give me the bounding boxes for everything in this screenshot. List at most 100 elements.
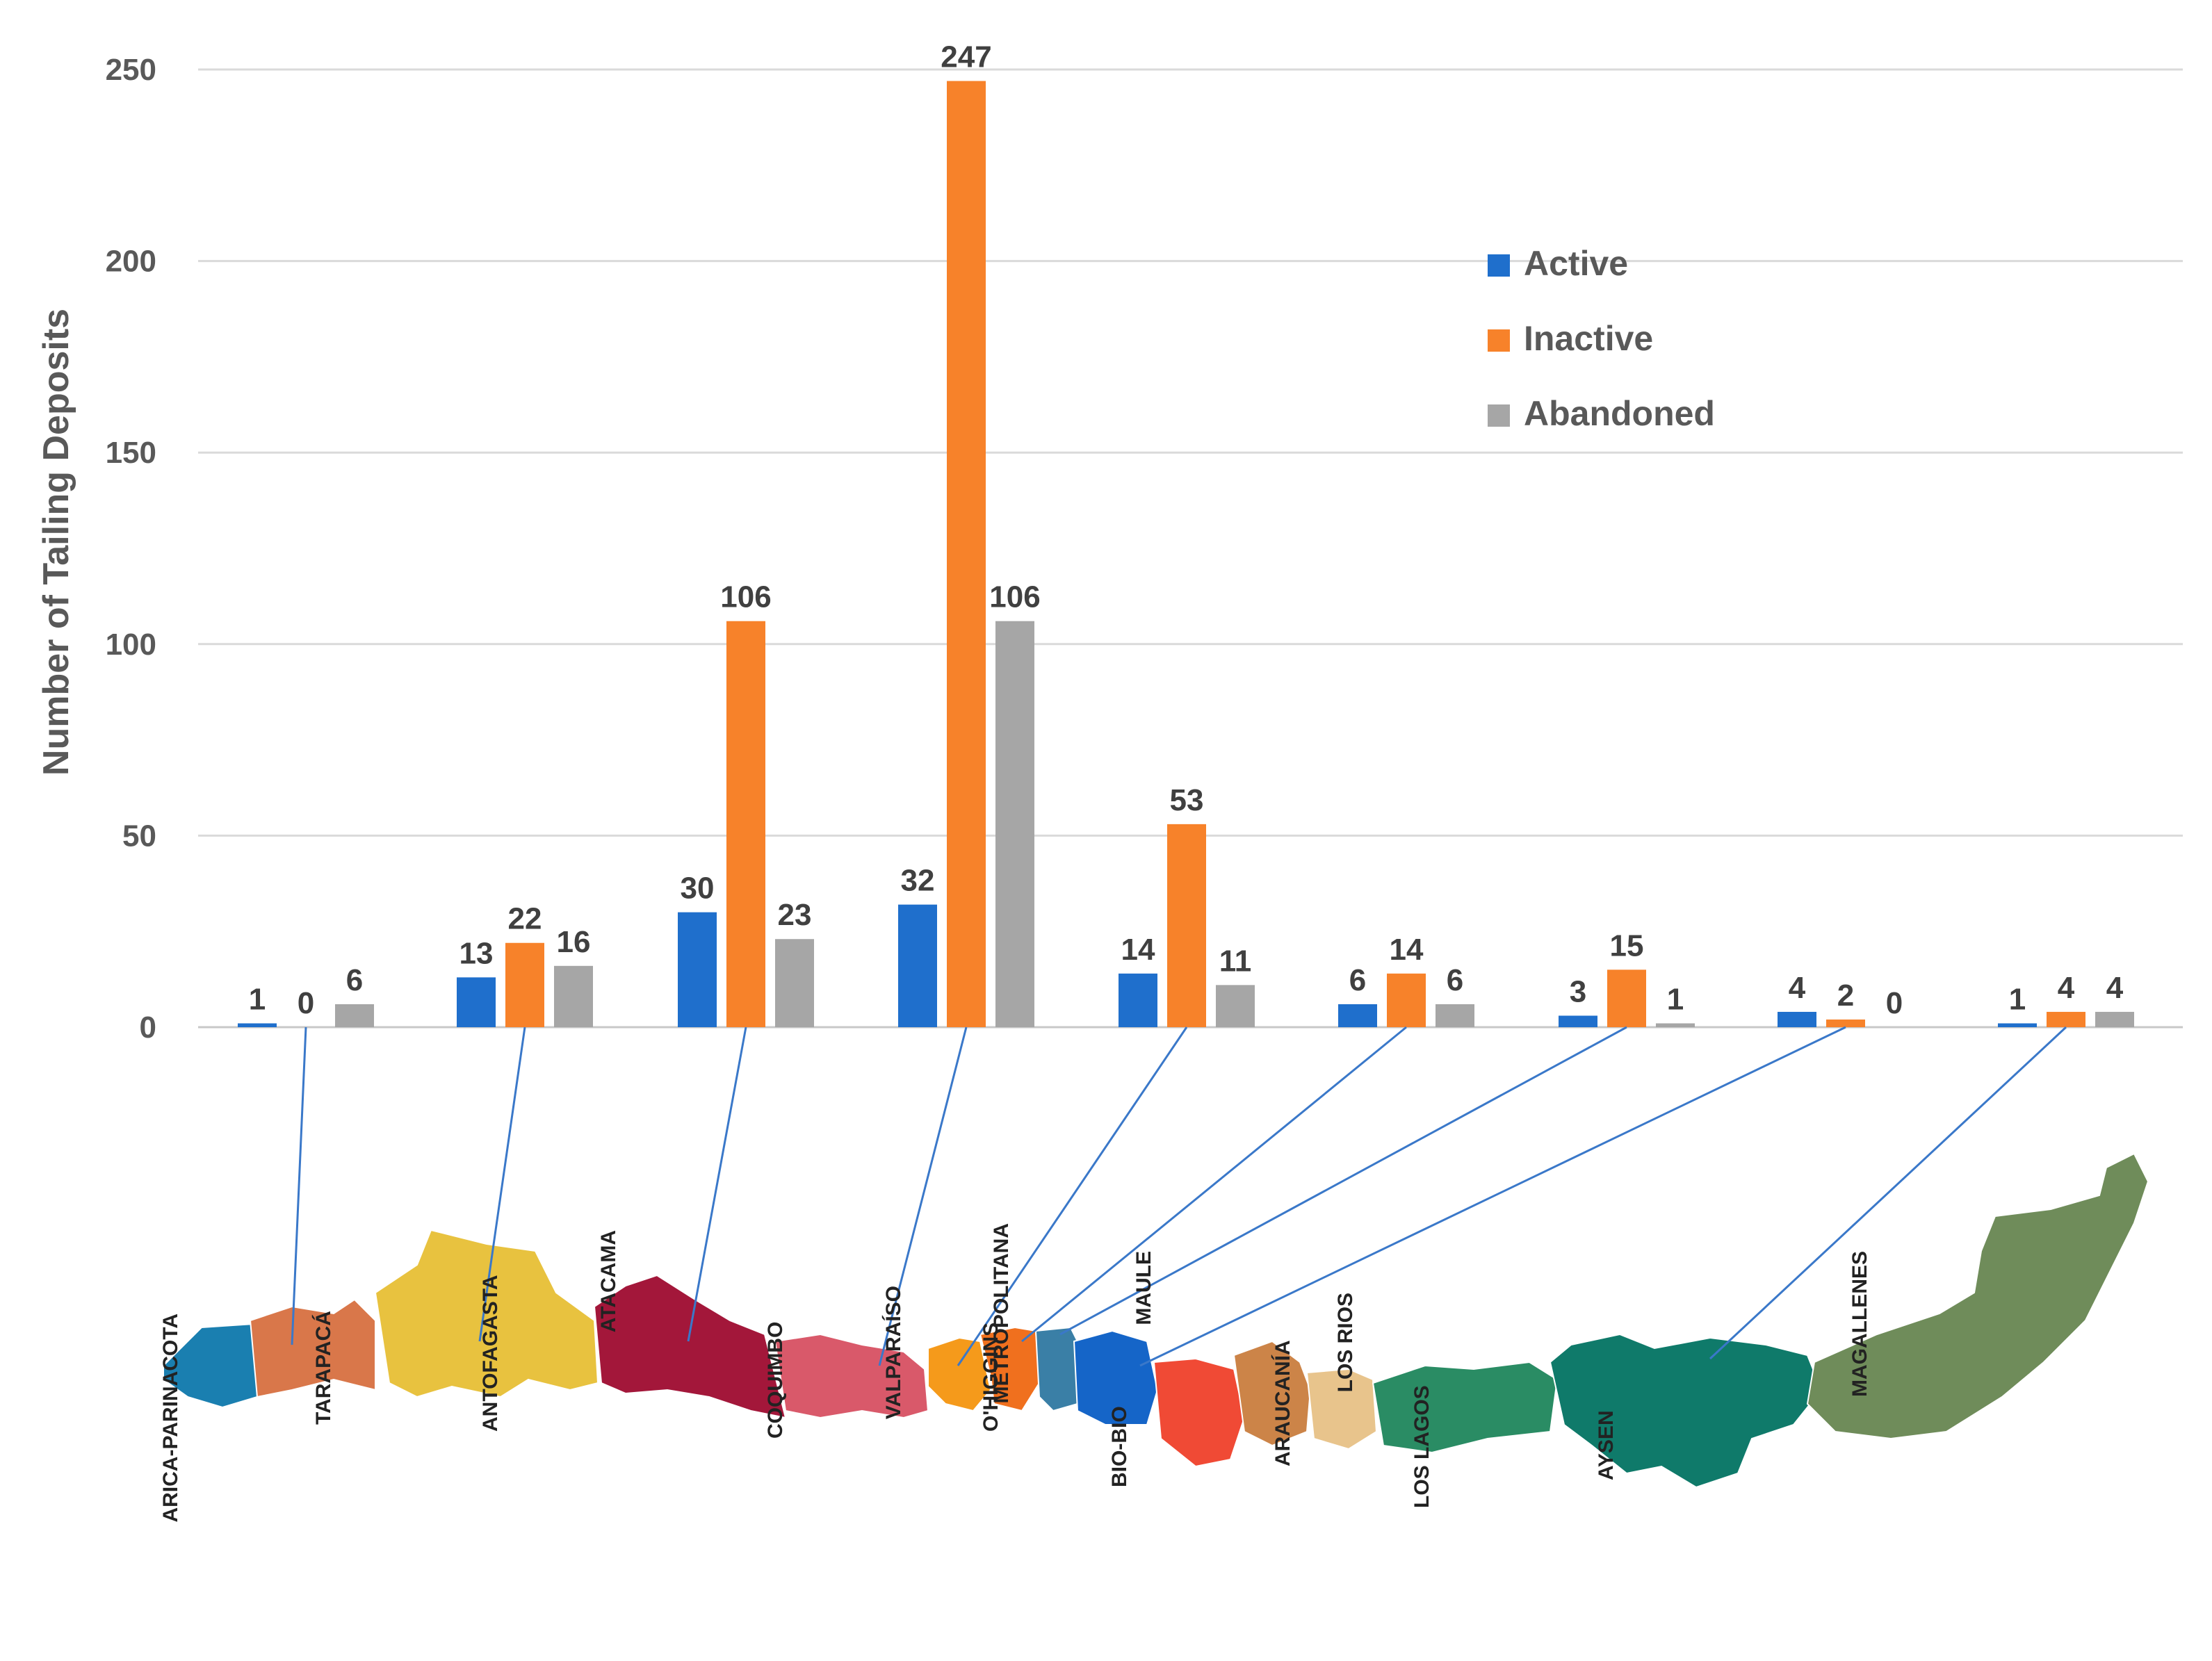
region-label-los-rios: LOS RIOS: [1334, 1293, 1357, 1392]
bar-abandoned-3: [995, 621, 1034, 1027]
region-label-valpara-so: VALPARAÍSO: [881, 1286, 905, 1419]
data-label-abandoned-5: 6: [1447, 963, 1463, 997]
legend-label-active: Active: [1524, 244, 1628, 283]
chile-region-map: [163, 1152, 2149, 1489]
bar-inactive-8: [2047, 1011, 2085, 1027]
region-label-aysen: AYSEN: [1595, 1410, 1618, 1480]
map-region-tarapac-: [249, 1298, 376, 1398]
map-region-bio-bio: [1153, 1357, 1246, 1468]
legend: Active Inactive Abandoned: [1488, 244, 1715, 433]
connector-line-0: [291, 1026, 307, 1345]
connector-line-4: [957, 1026, 1188, 1366]
region-label-araucan-a: ARAUCANÍA: [1271, 1340, 1294, 1466]
map-region-o-higgins: [1034, 1326, 1078, 1412]
bar-active-3: [898, 904, 937, 1027]
data-label-abandoned-4: 11: [1219, 944, 1252, 978]
connector-line-8: [1709, 1026, 2067, 1360]
data-label-inactive-6: 15: [1610, 928, 1644, 963]
connector-line-3: [878, 1026, 968, 1366]
bar-abandoned-5: [1436, 1004, 1474, 1027]
bar-abandoned-1: [554, 965, 593, 1027]
bar-abandoned-2: [775, 939, 814, 1027]
map-region-maule: [1073, 1329, 1159, 1425]
data-label-inactive-5: 14: [1390, 933, 1424, 967]
data-label-abandoned-8: 4: [2106, 971, 2124, 1005]
region-label-bio-bio: BIO-BIO: [1108, 1406, 1131, 1487]
data-label-inactive-3: 247: [941, 40, 991, 74]
data-label-inactive-4: 53: [1170, 783, 1204, 817]
data-label-inactive-0: 0: [298, 986, 314, 1020]
bar-abandoned-4: [1216, 985, 1255, 1027]
data-label-abandoned-6: 1: [1667, 982, 1684, 1016]
y-axis-label: Number of Tailing Deposits: [36, 309, 76, 776]
data-label-abandoned-3: 106: [989, 580, 1040, 614]
connector-line-6: [1059, 1026, 1627, 1336]
data-label-inactive-1: 22: [508, 902, 542, 936]
region-label-magallenes: MAGALLENES: [1848, 1251, 1871, 1397]
y-tick-label: 0: [140, 1010, 156, 1045]
data-label-active-8: 1: [2009, 982, 2026, 1016]
y-tick-label: 100: [106, 628, 156, 662]
bar-inactive-7: [1826, 1019, 1865, 1027]
data-label-abandoned-1: 16: [557, 925, 591, 959]
data-label-inactive-7: 2: [1837, 979, 1854, 1013]
bar-active-5: [1338, 1004, 1377, 1027]
bar-active-1: [457, 977, 496, 1027]
y-tick-label: 200: [106, 245, 156, 279]
connector-line-1: [478, 1026, 526, 1342]
bar-active-8: [1998, 1023, 2037, 1027]
legend-swatch-abandoned: [1488, 404, 1510, 427]
legend-swatch-inactive: [1488, 329, 1510, 352]
data-label-active-6: 3: [1570, 974, 1586, 1008]
data-label-active-7: 4: [1789, 971, 1806, 1005]
bar-abandoned-8: [2095, 1011, 2134, 1027]
region-label-arica-parinacota: ARICA-PARINACOTA: [159, 1314, 182, 1523]
legend-label-abandoned: Abandoned: [1524, 394, 1715, 433]
data-label-abandoned-2: 23: [778, 898, 812, 932]
bar-active-6: [1559, 1015, 1597, 1027]
bar-active-0: [238, 1023, 277, 1027]
bar-abandoned-6: [1656, 1023, 1695, 1027]
map-region-valpara-so: [927, 1336, 992, 1412]
connector-line-2: [687, 1026, 747, 1342]
map-region-arica-parinacota: [163, 1323, 259, 1409]
data-label-active-2: 30: [681, 872, 715, 906]
region-label-antofagasta: ANTOFAGASTA: [479, 1275, 502, 1432]
map-region-aysen: [1549, 1333, 1823, 1489]
legend-label-inactive: Inactive: [1524, 319, 1653, 358]
connector-line-7: [1139, 1026, 1846, 1367]
y-tick-label: 150: [106, 436, 156, 470]
bar-inactive-5: [1387, 973, 1426, 1027]
data-label-abandoned-7: 0: [1886, 986, 1903, 1020]
y-tick-label: 50: [122, 819, 156, 853]
data-label-abandoned-0: 6: [346, 963, 363, 997]
bar-inactive-1: [505, 942, 544, 1027]
region-label-coquimbo: COQUIMBO: [764, 1322, 787, 1439]
data-label-active-0: 1: [249, 982, 266, 1016]
map-region-metropolitana: [979, 1326, 1041, 1412]
region-labels: ARICA-PARINACOTA TARAPACÁ ANTOFAGASTA ATACA…: [159, 1223, 1871, 1523]
data-label-active-3: 32: [901, 864, 935, 898]
bar-inactive-3: [947, 81, 986, 1027]
region-connector-lines: [291, 1026, 2067, 1367]
map-region-los-rios: [1306, 1368, 1378, 1450]
map-region-atacama: [593, 1274, 787, 1419]
y-tick-label: 250: [106, 53, 156, 87]
connector-line-5: [1021, 1026, 1407, 1343]
region-label-los-lagos: LOS LAGOS: [1410, 1385, 1433, 1508]
bar-inactive-6: [1607, 969, 1646, 1027]
bar-active-7: [1778, 1011, 1816, 1027]
legend-swatch-active: [1488, 254, 1510, 277]
map-region-magallenes: [1806, 1152, 2149, 1440]
bar-abandoned-0: [335, 1004, 374, 1027]
y-axis-ticks: 0 50 100 150 200 250: [106, 53, 156, 1045]
data-label-inactive-2: 106: [720, 580, 771, 614]
region-label-tarapac-: TARAPACÁ: [311, 1311, 335, 1425]
region-label-maule: MAULE: [1132, 1251, 1155, 1325]
bar-series: [238, 81, 2134, 1027]
data-label-inactive-8: 4: [2058, 971, 2075, 1005]
data-label-active-5: 6: [1349, 963, 1366, 997]
map-region-coquimbo: [774, 1333, 929, 1419]
data-label-active-4: 14: [1121, 933, 1155, 967]
